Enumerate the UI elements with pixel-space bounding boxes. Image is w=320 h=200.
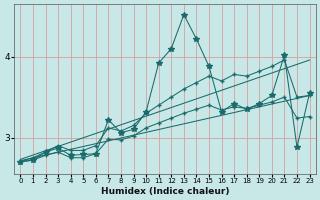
X-axis label: Humidex (Indice chaleur): Humidex (Indice chaleur) <box>101 187 229 196</box>
